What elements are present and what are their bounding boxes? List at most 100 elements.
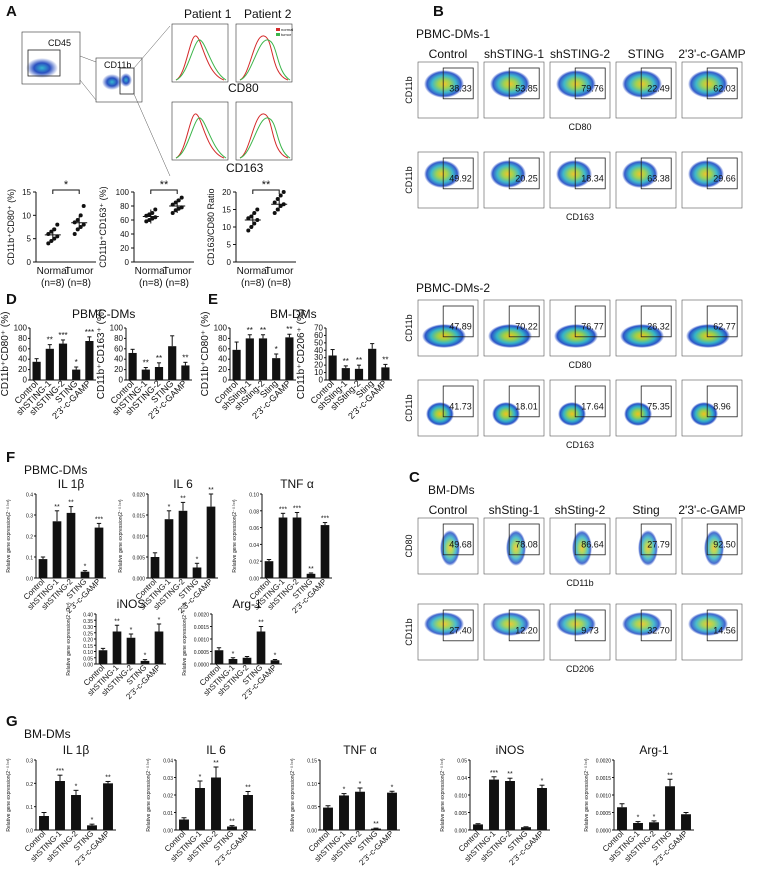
y-tick-label: 0.3 (26, 514, 33, 520)
bar (154, 631, 164, 664)
y-tick-label: 0.25 (83, 631, 93, 637)
y-tick-label: 80 (114, 334, 123, 343)
y-axis-label: CD11b (404, 314, 414, 341)
significance-stars: ** (54, 504, 60, 511)
cd80-hist-axis: CD80 (228, 81, 259, 95)
bar (71, 795, 81, 830)
y-tick-label: 0.04 (457, 776, 467, 782)
y-tick-label: 0 (319, 376, 324, 385)
y-tick-label: 0.40 (83, 613, 93, 619)
significance-stars: ** (262, 179, 271, 191)
condition-label: 2'3'-c-GAMP (678, 47, 745, 61)
data-point (153, 215, 158, 220)
significance-stars: ** (213, 760, 219, 767)
significance-stars: ** (667, 772, 673, 779)
significance-stars: ** (286, 325, 292, 334)
cell-density-blob (424, 70, 464, 98)
gate-percentage: 62.03 (713, 84, 736, 94)
data-point (272, 200, 277, 205)
y-tick-label: 0.010 (454, 794, 467, 800)
x-axis-label: CD163 (566, 212, 594, 222)
normal-histogram-curve (239, 113, 289, 159)
gate-percentage: 49.92 (449, 174, 472, 184)
data-point (246, 228, 251, 233)
bar (521, 827, 531, 830)
gate-percentage: 86.64 (581, 540, 604, 550)
panel-label-a: A (6, 3, 17, 20)
cd45-gate-plot: CD45 (21, 31, 81, 85)
bar (38, 559, 48, 578)
group-label: Tumor (265, 266, 294, 277)
histogram-box (171, 23, 229, 83)
gate-percentage: 27.79 (647, 540, 670, 550)
significance-stars: * (144, 653, 147, 660)
cell-density-blob (490, 70, 530, 98)
panel-g-title: BM-DMs (24, 727, 71, 741)
bar (323, 807, 333, 830)
y-tick-label: 0.00 (83, 663, 93, 669)
significance-stars: ** (105, 774, 111, 781)
cd11b-gate-label: CD11b (104, 60, 131, 70)
significance-stars: ** (258, 620, 264, 627)
cell-density-blob (554, 324, 598, 348)
gate-box (442, 523, 474, 556)
significance-stars: *** (293, 505, 301, 512)
gate-box (508, 305, 540, 338)
bar (39, 816, 49, 830)
gate-box (442, 385, 474, 418)
y-axis-label: CD11b⁺CD80⁺ (%) (200, 312, 211, 397)
gate-box (508, 67, 540, 100)
gate-percentage: 32.70 (647, 626, 670, 636)
bar (633, 823, 643, 830)
y-tick-label: 0.15 (307, 759, 317, 765)
data-point (278, 193, 283, 198)
bar (103, 783, 113, 830)
gate-percentage: 78.08 (515, 540, 538, 550)
gate-box (442, 67, 474, 100)
condition-label: shSting-2 (555, 503, 606, 517)
significance-stars: * (541, 778, 544, 785)
y-tick-label: 100 (214, 324, 228, 333)
data-point (81, 222, 86, 227)
significance-stars: ** (507, 771, 513, 778)
pbmc-dms-1-title: PBMC-DMs-1 (416, 27, 490, 41)
significance-stars: ** (356, 356, 362, 365)
condition-label: Sting (632, 503, 659, 517)
chart-title: IL 6 (173, 477, 193, 491)
y-tick-label: 0.0020 (194, 613, 210, 619)
gate-percentage: 29.66 (713, 174, 736, 184)
condition-label: 2'3'-c-GAMP (678, 503, 745, 517)
y-tick-label: 0.0000 (194, 663, 210, 669)
gate-percentage: 38.33 (449, 84, 472, 94)
gate-box (640, 305, 672, 338)
gate-percentage: 18.34 (581, 174, 604, 184)
y-tick-label: 15 (22, 188, 31, 197)
y-tick-label: 10 (22, 211, 31, 220)
panel-label-d: D (6, 291, 17, 308)
scatter-y-label: CD11b⁺CD80⁺ (%) (6, 189, 16, 265)
y-tick-label: 0 (23, 376, 28, 385)
significance-stars: * (653, 814, 656, 821)
y-tick-label: 10 (222, 223, 231, 232)
group-label: Normal (237, 266, 269, 277)
legend-tumor-label: tumor (281, 32, 292, 37)
y-tick-label: 20 (222, 188, 231, 197)
y-axis-label: Relative gene expression(2⁻ᐞᐞᶜᵗ) (232, 499, 238, 573)
gate-box (508, 157, 540, 190)
y-tick-label: 20 (314, 361, 323, 370)
n-label: (n=8) (67, 278, 91, 289)
y-tick-label: 5 (27, 235, 32, 244)
bar (80, 571, 90, 578)
gate-percentage: 8.96 (713, 402, 731, 412)
gate-percentage: 20.25 (515, 174, 538, 184)
y-tick-label: 10 (314, 368, 323, 377)
bar (178, 510, 188, 578)
y-tick-label: 0.0005 (596, 811, 612, 817)
y-tick-label: 0.05 (307, 805, 317, 811)
y-tick-label: 0.00 (307, 829, 317, 835)
significance-stars: ** (373, 821, 379, 828)
y-tick-label: 0.2 (26, 782, 33, 788)
patient-2-label: Patient 2 (244, 7, 292, 21)
significance-stars: * (75, 783, 78, 790)
